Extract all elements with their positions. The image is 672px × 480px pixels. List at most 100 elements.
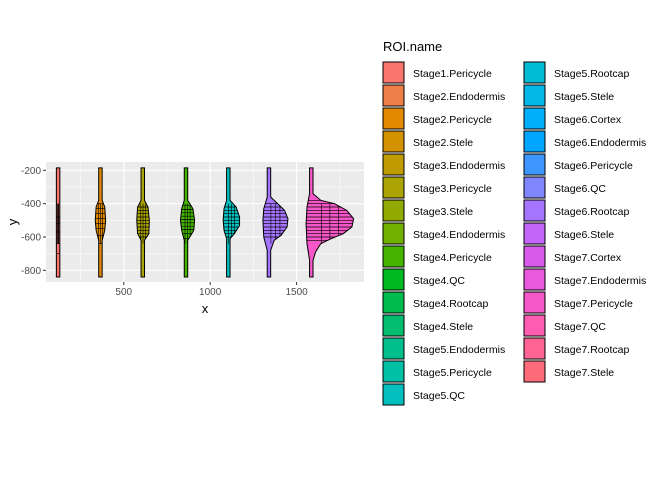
legend-item: Stage7.Cortex (523, 245, 622, 268)
y-tick-label: -600 (21, 233, 41, 244)
shape-outline (305, 167, 355, 278)
legend-label: Stage6.Stele (554, 229, 614, 241)
legend-label: Stage7.Endodermis (554, 275, 646, 287)
legend-item: Stage5.Stele (523, 84, 614, 107)
legend-key (382, 337, 405, 360)
x-tick-label: 1000 (199, 287, 222, 298)
legend-item: Stage4.Rootcap (382, 291, 488, 314)
legend-item: Stage4.Endodermis (382, 222, 505, 245)
y-tick-label: -800 (21, 266, 41, 277)
legend-label: Stage2.Stele (413, 137, 473, 149)
legend-label: Stage7.Pericycle (554, 298, 633, 310)
legend-label: Stage7.QC (554, 321, 606, 333)
legend-key (523, 268, 546, 291)
legend-label: Stage3.Pericycle (413, 183, 492, 195)
shape-stage1 (55, 167, 61, 278)
y-tick-label: -400 (21, 199, 41, 210)
legend-item: Stage7.Rootcap (523, 337, 629, 360)
legend-label: Stage4.Endodermis (413, 229, 505, 241)
legend-item: Stage5.QC (382, 383, 465, 406)
shape-outline (136, 167, 150, 278)
legend-item: Stage2.Stele (382, 130, 473, 153)
legend-item: Stage6.QC (523, 176, 606, 199)
shape-outline (262, 167, 289, 278)
legend: Stage1.Pericycle Stage2.Endodermis Stage2.… (382, 61, 646, 406)
shape-stage4 (179, 167, 196, 278)
legend-item: Stage7.QC (523, 314, 606, 337)
legend-item: Stage1.Pericycle (382, 61, 492, 84)
legend-item: Stage3.Endodermis (382, 153, 505, 176)
legend-key (523, 107, 546, 130)
legend-item: Stage3.Pericycle (382, 176, 492, 199)
shape-outline (222, 167, 241, 278)
root-shapes (55, 167, 355, 278)
legend-item: Stage5.Rootcap (523, 61, 629, 84)
legend-item: Stage2.Endodermis (382, 84, 505, 107)
legend-label: Stage6.Pericycle (554, 160, 633, 172)
legend-item: Stage7.Pericycle (523, 291, 633, 314)
shape-outline (55, 167, 61, 278)
legend-key (523, 61, 546, 84)
legend-label: Stage7.Rootcap (554, 344, 629, 356)
x-tick-label: 1500 (285, 287, 308, 298)
legend-label: Stage4.Stele (413, 321, 473, 333)
legend-key (382, 199, 405, 222)
legend-label: Stage7.Stele (554, 367, 614, 379)
legend-key (382, 222, 405, 245)
shape-stage6 (262, 167, 289, 278)
legend-label: Stage4.Rootcap (413, 298, 488, 310)
legend-item: Stage6.Cortex (523, 107, 622, 130)
legend-label: Stage3.Stele (413, 206, 473, 218)
legend-title: ROI.name (383, 39, 442, 54)
legend-key (523, 360, 546, 383)
legend-key (523, 199, 546, 222)
legend-item: Stage6.Endodermis (523, 130, 646, 153)
legend-key (523, 176, 546, 199)
legend-label: Stage6.Cortex (554, 114, 622, 126)
legend-item: Stage4.Stele (382, 314, 473, 337)
legend-item: Stage4.QC (382, 268, 465, 291)
shape-stage2 (94, 167, 107, 278)
legend-key (523, 245, 546, 268)
legend-label: Stage5.Endodermis (413, 344, 505, 356)
legend-key (523, 153, 546, 176)
legend-item: Stage6.Pericycle (523, 153, 633, 176)
legend-key (382, 107, 405, 130)
legend-label: Stage2.Pericycle (413, 114, 492, 126)
shape-stage5 (222, 167, 241, 278)
legend-item: Stage6.Rootcap (523, 199, 629, 222)
legend-label: Stage2.Endodermis (413, 91, 505, 103)
legend-key (523, 222, 546, 245)
legend-item: Stage6.Stele (523, 222, 614, 245)
y-tick-label: -200 (21, 166, 41, 177)
legend-key (382, 383, 405, 406)
cell-walls (180, 203, 195, 244)
legend-label: Stage6.Endodermis (554, 137, 646, 149)
x-axis-title: x (202, 301, 209, 316)
legend-item: Stage5.Endodermis (382, 337, 505, 360)
legend-key (523, 130, 546, 153)
legend-label: Stage6.Rootcap (554, 206, 629, 218)
legend-label: Stage5.QC (413, 390, 465, 402)
legend-key (523, 291, 546, 314)
legend-key (382, 153, 405, 176)
y-axis-title: y (5, 218, 20, 225)
legend-label: Stage1.Pericycle (413, 68, 492, 80)
legend-item: Stage5.Pericycle (382, 360, 492, 383)
legend-label: Stage4.QC (413, 275, 465, 287)
x-tick-label: 500 (115, 287, 132, 298)
legend-key (382, 314, 405, 337)
shape-stage3 (136, 167, 150, 278)
legend-label: Stage7.Cortex (554, 252, 622, 264)
legend-label: Stage5.Stele (554, 91, 614, 103)
x-axis-ticks: 500 1000 1500 (115, 282, 308, 298)
legend-item: Stage3.Stele (382, 199, 473, 222)
legend-key (382, 176, 405, 199)
legend-key (382, 245, 405, 268)
legend-key (382, 84, 405, 107)
legend-key (382, 360, 405, 383)
legend-label: Stage5.Pericycle (413, 367, 492, 379)
legend-key (523, 84, 546, 107)
cell-walls (56, 203, 60, 255)
